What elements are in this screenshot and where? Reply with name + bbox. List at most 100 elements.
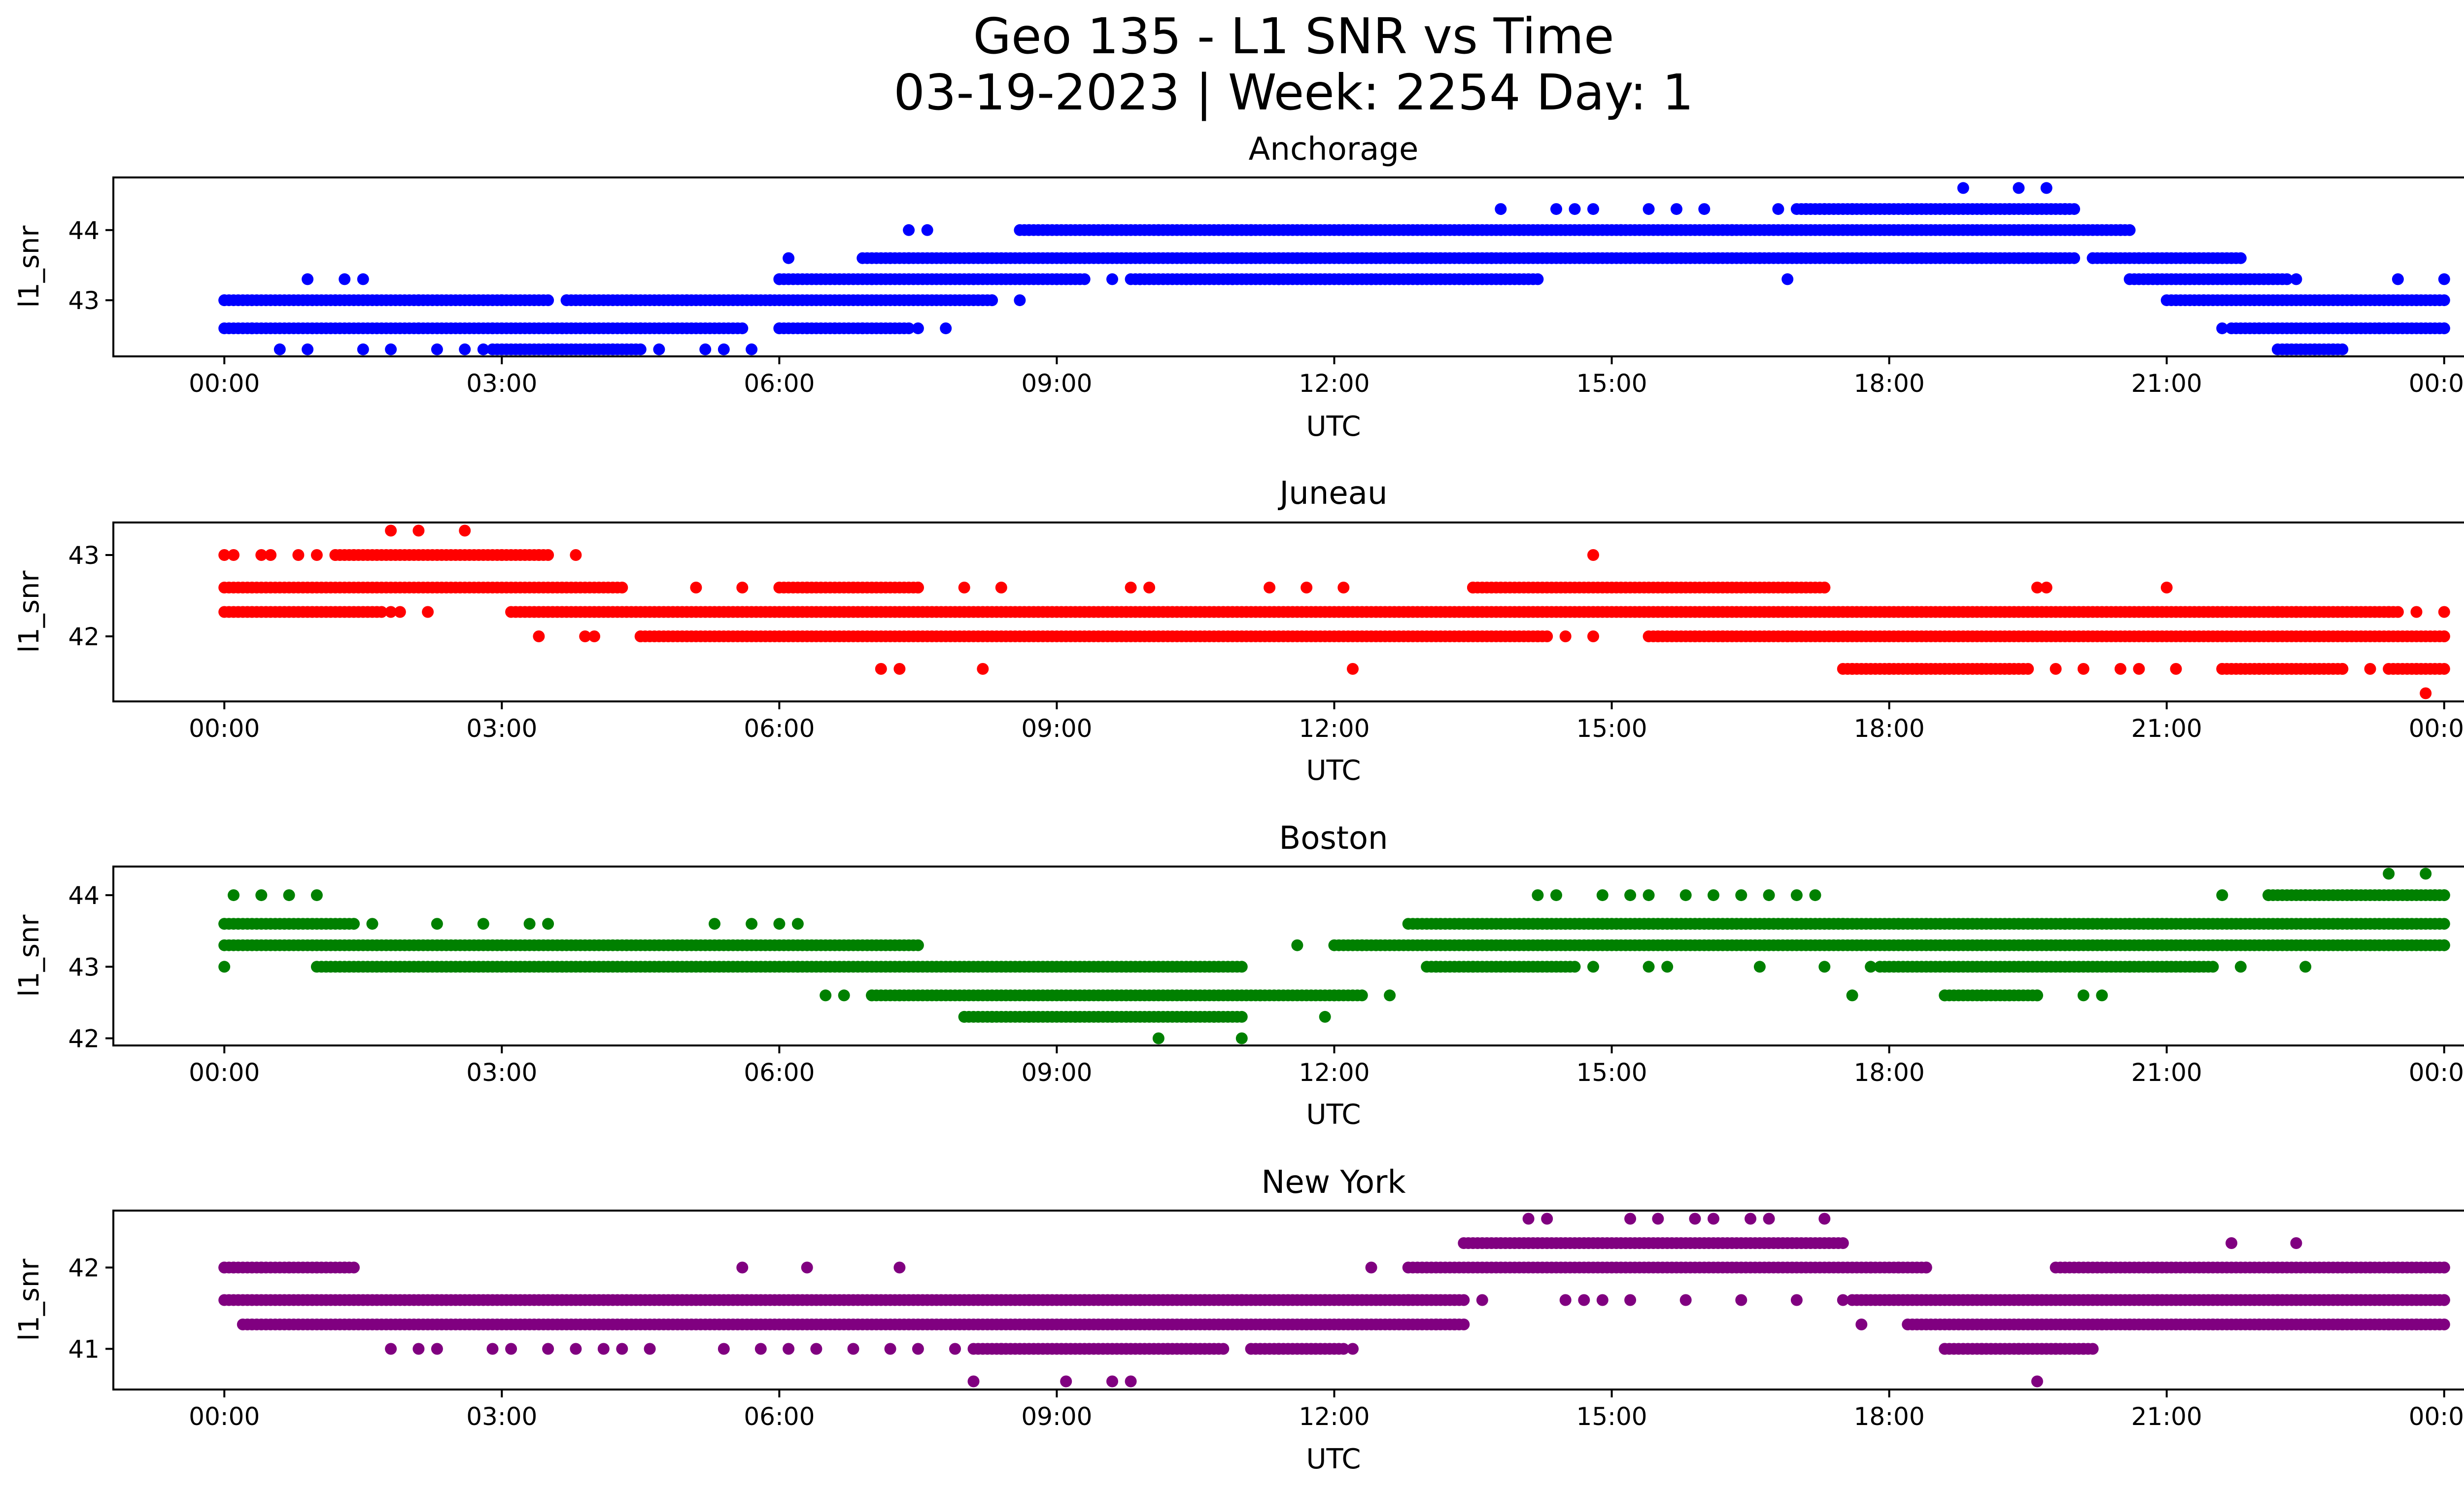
- x-tick-label: 15:00: [1576, 1058, 1647, 1087]
- data-point-boston: [1106, 1010, 1118, 1023]
- data-point-anchorage: [2234, 252, 2247, 264]
- data-point-boston: [746, 918, 758, 930]
- data-point-boston: [283, 889, 295, 902]
- data-point-boston: [1430, 961, 1442, 973]
- data-point-juneau: [2022, 663, 2034, 675]
- data-point-anchorage: [1587, 203, 1599, 215]
- data-point-juneau: [533, 630, 545, 642]
- data-point-boston: [1550, 889, 1562, 902]
- data-point-anchorage: [718, 343, 730, 355]
- data-point-anchorage: [329, 294, 342, 307]
- points-anchorage: [218, 182, 2450, 355]
- data-point-boston: [2438, 939, 2450, 951]
- data-point-anchorage: [2114, 224, 2126, 236]
- data-point-juneau: [2040, 582, 2053, 593]
- data-point-juneau: [228, 549, 240, 561]
- data-point-juneau: [2253, 663, 2265, 675]
- data-point-anchorage: [2392, 273, 2404, 285]
- data-point-anchorage: [903, 224, 915, 236]
- y-tick-label: 42: [68, 623, 100, 651]
- x-tick-label: 18:00: [1854, 369, 1925, 398]
- subplot-title-anchorage: Anchorage: [1249, 131, 1419, 168]
- data-point-anchorage: [2234, 273, 2247, 285]
- y-tick-label: 43: [68, 953, 100, 981]
- data-point-anchorage: [2068, 224, 2080, 236]
- data-point-juneau: [2410, 663, 2423, 675]
- data-point-boston: [1939, 989, 1951, 1002]
- data-point-boston: [1753, 961, 1766, 973]
- data-point-juneau: [2410, 606, 2423, 618]
- data-point-juneau: [2438, 606, 2450, 618]
- data-point-juneau: [690, 582, 702, 593]
- data-point-anchorage: [1245, 224, 1257, 236]
- data-point-boston: [1763, 889, 1775, 902]
- data-point-juneau: [2438, 630, 2450, 642]
- data-point-boston: [1569, 961, 1581, 973]
- data-point-anchorage: [1800, 203, 1812, 215]
- data-point-anchorage: [1671, 203, 1682, 215]
- data-point-juneau: [1125, 582, 1137, 593]
- data-point-juneau: [736, 582, 749, 593]
- data-point-anchorage: [274, 343, 286, 355]
- points-boston: [218, 868, 2450, 1044]
- data-point-juneau: [385, 524, 397, 537]
- data-point-juneau: [588, 630, 600, 642]
- data-point-boston: [1152, 1032, 1164, 1044]
- data-point-boston: [1235, 1010, 1248, 1023]
- data-point-anchorage: [1337, 224, 1350, 236]
- data-point-anchorage: [486, 322, 499, 335]
- data-point-juneau: [2077, 663, 2089, 675]
- data-point-boston: [912, 939, 924, 951]
- data-point-juneau: [958, 582, 970, 593]
- subplot-title-juneau: Juneau: [1277, 475, 1387, 512]
- data-point-boston: [1661, 961, 1674, 973]
- data-point-boston: [1643, 889, 1655, 902]
- data-point-juneau: [2438, 663, 2450, 675]
- data-point-anchorage: [1957, 182, 1969, 194]
- data-point-anchorage: [1846, 203, 1858, 215]
- x-tick-label: 12:00: [1299, 714, 1369, 743]
- data-point-anchorage: [496, 294, 508, 307]
- data-point-anchorage: [477, 343, 489, 355]
- data-point-anchorage: [246, 322, 258, 335]
- data-point-juneau: [1347, 663, 1359, 675]
- y-tick-label: 42: [68, 1024, 100, 1053]
- data-point-juneau: [570, 549, 582, 561]
- x-tick-label: 15:00: [1576, 369, 1647, 398]
- data-point-juneau: [634, 630, 647, 642]
- data-point-juneau: [616, 582, 628, 593]
- data-point-anchorage: [967, 273, 980, 285]
- data-point-boston: [1790, 889, 1803, 902]
- data-point-anchorage: [1051, 273, 1063, 285]
- data-point-anchorage: [2059, 203, 2071, 215]
- data-point-boston: [2299, 961, 2312, 973]
- data-point-anchorage: [829, 322, 841, 335]
- data-point-boston: [1532, 889, 1544, 902]
- data-point-anchorage: [1781, 273, 1794, 285]
- points-new-york: [218, 1213, 2450, 1388]
- data-point-boston: [2059, 918, 2071, 930]
- data-point-juneau: [1846, 663, 1858, 675]
- data-point-boston: [1384, 989, 1396, 1002]
- data-point-anchorage: [542, 343, 554, 355]
- data-point-boston: [1809, 889, 1821, 902]
- data-point-juneau: [292, 549, 305, 561]
- data-point-boston: [2031, 989, 2043, 1002]
- data-point-juneau: [1911, 663, 1923, 675]
- data-point-anchorage: [579, 343, 591, 355]
- data-point-juneau: [496, 549, 508, 561]
- x-tick-label: 06:00: [744, 714, 815, 743]
- data-point-anchorage: [1180, 273, 1193, 285]
- data-point-boston: [1069, 1010, 1081, 1023]
- data-point-anchorage: [412, 322, 425, 335]
- data-point-boston: [2123, 961, 2136, 973]
- x-tick-label: 00:00: [189, 1058, 260, 1087]
- x-axis-label-boston: UTC: [1306, 1099, 1361, 1131]
- data-point-anchorage: [1198, 252, 1211, 264]
- figure-title-line1: Geo 135 - L1 SNR vs Time: [973, 7, 1614, 65]
- data-point-juneau: [995, 582, 1007, 593]
- data-point-juneau: [893, 663, 906, 675]
